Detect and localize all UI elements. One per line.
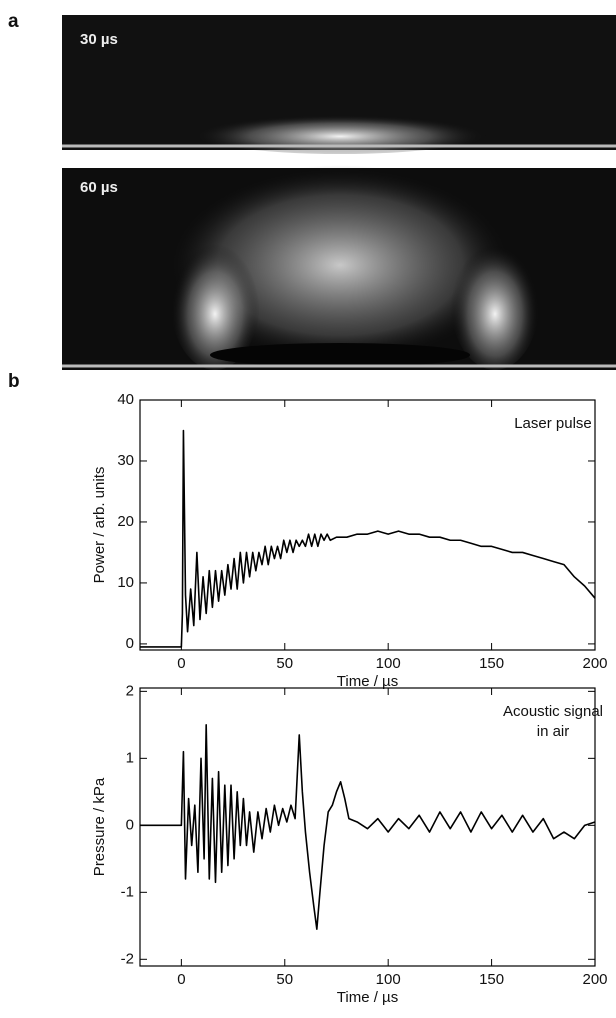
- x-axis-label: Time / µs: [337, 989, 398, 1006]
- y-tick-label: 2: [126, 682, 134, 699]
- annotation: Laser pulse: [514, 415, 592, 432]
- x-tick-label: 200: [582, 971, 607, 988]
- panel-label: b: [8, 371, 20, 392]
- x-tick-label: 0: [177, 655, 185, 672]
- annotation: in air: [537, 723, 570, 740]
- x-tick-label: 150: [479, 971, 504, 988]
- x-tick-label: 150: [479, 655, 504, 672]
- annotation: Acoustic signal: [503, 703, 603, 720]
- plume: [450, 230, 540, 370]
- y-tick-label: 0: [126, 816, 134, 833]
- image-label: 30 µs: [80, 31, 118, 48]
- image-label: 60 µs: [80, 179, 118, 196]
- y-tick-label: -2: [121, 950, 134, 967]
- panel-label: a: [8, 11, 19, 32]
- y-tick-label: 30: [117, 452, 134, 469]
- x-tick-label: 200: [582, 655, 607, 672]
- x-tick-label: 100: [376, 655, 401, 672]
- x-tick-label: 50: [276, 971, 293, 988]
- plume: [190, 110, 490, 154]
- y-axis-label: Pressure / kPa: [91, 777, 108, 876]
- y-tick-label: 10: [117, 574, 134, 591]
- y-axis-label: Power / arb. units: [91, 467, 108, 584]
- x-tick-label: 100: [376, 971, 401, 988]
- y-tick-label: 1: [126, 749, 134, 766]
- plot-frame: [139, 399, 596, 651]
- shadow: [210, 343, 470, 367]
- x-axis-label: Time / µs: [337, 673, 398, 690]
- y-tick-label: 0: [126, 635, 134, 652]
- data-line: [140, 429, 596, 648]
- y-tick-label: 40: [117, 391, 134, 408]
- x-tick-label: 0: [177, 971, 185, 988]
- data-line: [140, 724, 596, 930]
- x-tick-label: 50: [276, 655, 293, 672]
- plume: [170, 230, 260, 370]
- plot-frame: [139, 687, 596, 967]
- y-tick-label: -1: [121, 883, 134, 900]
- y-tick-label: 20: [117, 513, 134, 530]
